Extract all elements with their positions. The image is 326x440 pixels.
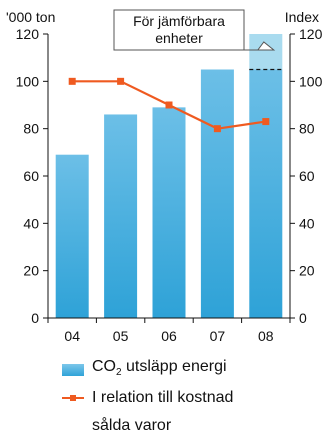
y-tick-label-left-40: 40 bbox=[23, 215, 39, 231]
y-tick-label-right-0: 0 bbox=[299, 310, 307, 326]
y-tick-label-left-20: 20 bbox=[23, 263, 39, 279]
x-tick-label-08: 08 bbox=[258, 328, 274, 344]
legend-label-co2: CO2 utsläpp energi bbox=[92, 357, 227, 379]
y-tick-label-left-0: 0 bbox=[31, 310, 39, 326]
line-point-06 bbox=[165, 101, 173, 109]
legend-item-index: I relation till kostnad bbox=[62, 384, 233, 412]
bar-05 bbox=[104, 114, 138, 318]
annotation-text-line2: enheter bbox=[155, 30, 203, 46]
y-tick-label-right-60: 60 bbox=[299, 168, 315, 184]
y-tick-label-left-80: 80 bbox=[23, 121, 39, 137]
y-tick-label-left-60: 60 bbox=[23, 168, 39, 184]
chart-canvas: 0 0 20 20 40 40 60 60 80 80 100 100 120 120 04 05 06 07 08… bbox=[6, 9, 323, 344]
line-point-04 bbox=[68, 77, 76, 85]
y-tick-label-left-120: 120 bbox=[16, 26, 40, 42]
legend-swatch-line bbox=[62, 392, 84, 404]
y-tick-label-right-80: 80 bbox=[299, 121, 315, 137]
annotation-text-line1: För jämförbara bbox=[133, 13, 225, 29]
legend-label-index-2: sålda varor bbox=[92, 417, 172, 434]
legend-label-index-1: I relation till kostnad bbox=[92, 389, 234, 406]
bar-04 bbox=[55, 154, 89, 318]
bar-07 bbox=[200, 69, 234, 318]
y-tick-label-right-100: 100 bbox=[299, 73, 323, 89]
legend-item-co2: CO2 utsläpp energi bbox=[62, 356, 233, 384]
legend-swatch-bar bbox=[62, 364, 84, 376]
y-tick-label-right-120: 120 bbox=[299, 26, 323, 42]
bar-extension-08 bbox=[249, 34, 283, 70]
y-tick-label-left-100: 100 bbox=[16, 73, 40, 89]
line-point-08 bbox=[262, 118, 270, 126]
x-tick-label-07: 07 bbox=[210, 328, 226, 344]
annotation-callout bbox=[113, 9, 276, 51]
x-tick-label-06: 06 bbox=[161, 328, 177, 344]
y-axis-right-unit: Index bbox=[285, 9, 319, 25]
y-tick-label-right-40: 40 bbox=[299, 215, 315, 231]
bar-06 bbox=[152, 107, 186, 318]
y-tick-label-right-20: 20 bbox=[299, 263, 315, 279]
line-point-05 bbox=[117, 77, 125, 85]
x-tick-label-05: 05 bbox=[113, 328, 129, 344]
legend-item-index-cont: sålda varor bbox=[62, 412, 233, 440]
bar-08 bbox=[249, 69, 283, 318]
x-tick-label-04: 04 bbox=[64, 328, 80, 344]
line-point-07 bbox=[213, 125, 221, 133]
chart: 0 0 20 20 40 40 60 60 80 80 100 100 120 120 04 05 06 07 08… bbox=[6, 9, 323, 434]
legend: CO2 utsläpp energi I relation till kostn… bbox=[62, 356, 233, 440]
y-axis-left-unit: '000 ton bbox=[6, 9, 55, 25]
